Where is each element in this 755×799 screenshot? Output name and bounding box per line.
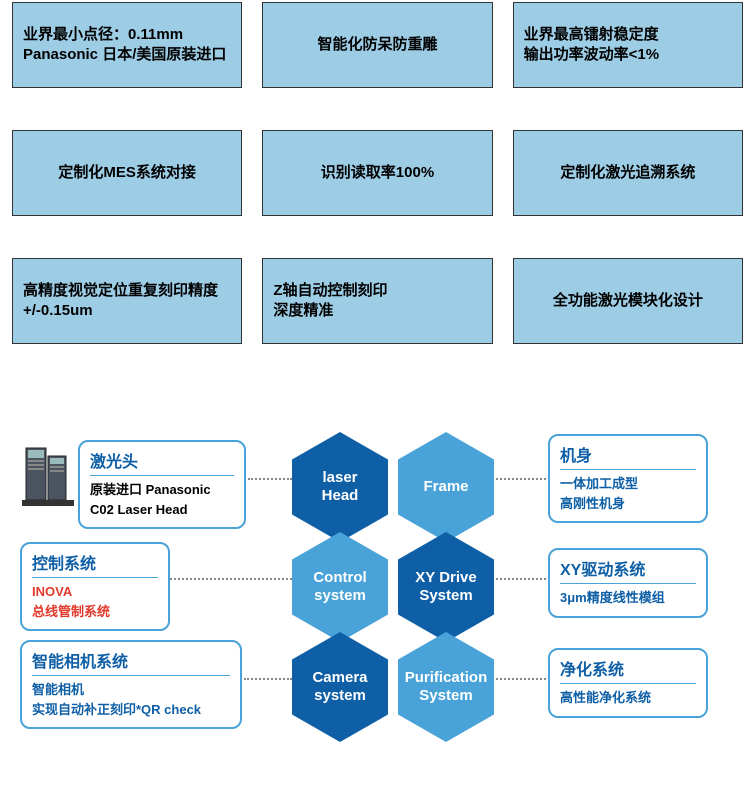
hex-laser-head: laserHead [292,432,388,542]
feature-cell: 全功能激光模块化设计 [513,258,743,344]
callout-control-system: 控制系统 INOVA 总线管制系统 [20,542,170,631]
hex-control: Controlsystem [292,532,388,642]
hex-label: Controlsystem [313,569,366,605]
callout-line: 高性能净化系统 [560,688,696,708]
callout-camera-system: 智能相机系统 智能相机 实现自动补正刻印*QR check [20,640,242,729]
feature-cell: 业界最小点径：0.11mmPanasonic 日本/美国原装进口 [12,2,242,88]
hex-label: laserHead [322,469,359,505]
callout-frame: 机身 一体加工成型 高刚性机身 [548,434,708,523]
callout-xy-drive: XY驱动系统 3μm精度线性模组 [548,548,708,618]
callout-line: C02 Laser Head [90,500,234,520]
callout-laser-head: 激光头 原装进口 Panasonic C02 Laser Head [78,440,246,529]
callout-line: INOVA [32,582,158,602]
callout-purification: 净化系统 高性能净化系统 [548,648,708,718]
feature-cell: 智能化防呆防重雕 [262,2,492,88]
connector-line [496,678,546,680]
hex-xy-drive: XY DriveSystem [398,532,494,642]
callout-line: 智能相机 [32,680,230,700]
connector-line [244,678,292,680]
callout-title: XY驱动系统 [560,556,696,584]
callout-line: 实现自动补正刻印*QR check [32,700,230,720]
hex-camera: Camerasystem [292,632,388,742]
connector-line [248,478,292,480]
callout-body: 3μm精度线性模组 [560,588,696,608]
feature-grid: 高精度视觉定位重复刻印精度+/-0.15um Z轴自动控制刻印深度精准 全功能激… [0,256,755,356]
hex-label: Frame [423,478,468,496]
callout-title: 净化系统 [560,656,696,684]
system-diagram: laserHead Frame Controlsystem XY DriveSy… [0,380,755,798]
hex-frame: Frame [398,432,494,542]
callout-title: 机身 [560,442,696,470]
feature-cell: 定制化MES系统对接 [12,130,242,216]
feature-cell: 业界最高镭射稳定度输出功率波动率<1% [513,2,743,88]
hex-label: PurificationSystem [405,669,488,705]
connector-line [496,578,546,580]
callout-line: 一体加工成型 [560,474,696,494]
feature-grid: 业界最小点径：0.11mmPanasonic 日本/美国原装进口 智能化防呆防重… [0,0,755,100]
callout-line: 高刚性机身 [560,494,696,514]
callout-title: 激光头 [90,448,234,476]
feature-cell: 高精度视觉定位重复刻印精度+/-0.15um [12,258,242,344]
hex-purification: PurificationSystem [398,632,494,742]
callout-title: 控制系统 [32,550,158,578]
feature-cell: 识别读取率100% [262,130,492,216]
callout-line: 原装进口 Panasonic [90,480,234,500]
callout-line: 3μm精度线性模组 [560,588,696,608]
feature-cell: Z轴自动控制刻印深度精准 [262,258,492,344]
connector-line [170,578,292,580]
callout-body: INOVA 总线管制系统 [32,582,158,621]
callout-body: 高性能净化系统 [560,688,696,708]
callout-body: 一体加工成型 高刚性机身 [560,474,696,513]
hex-label: Camerasystem [312,669,367,705]
hex-label: XY DriveSystem [415,569,476,605]
feature-cell: 定制化激光追溯系统 [513,130,743,216]
feature-grid: 定制化MES系统对接 识别读取率100% 定制化激光追溯系统 [0,128,755,228]
callout-body: 原装进口 Panasonic C02 Laser Head [90,480,234,519]
equipment-icon [22,446,74,508]
callout-body: 智能相机 实现自动补正刻印*QR check [32,680,230,719]
callout-title: 智能相机系统 [32,648,230,676]
connector-line [496,478,546,480]
callout-line: 总线管制系统 [32,602,158,622]
